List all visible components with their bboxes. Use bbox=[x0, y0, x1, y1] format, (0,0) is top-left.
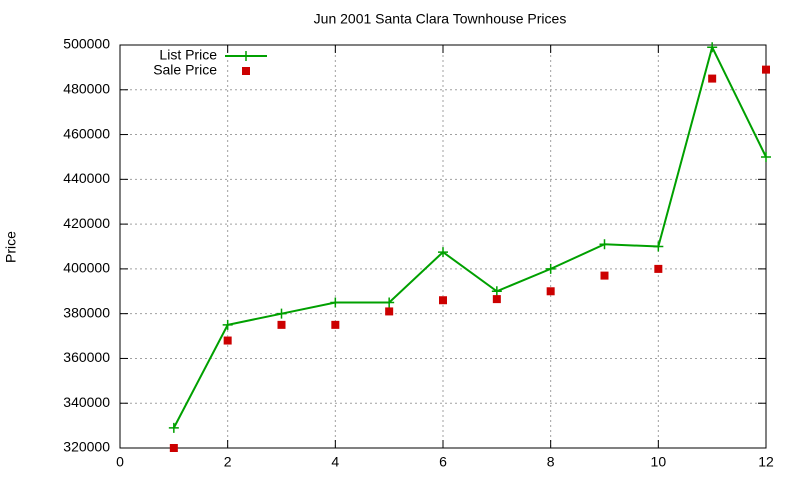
x-tick-label: 10 bbox=[651, 454, 667, 470]
legend-label: List Price bbox=[159, 47, 217, 63]
point-marker bbox=[491, 286, 502, 297]
point-marker bbox=[277, 320, 286, 329]
x-tick-label: 4 bbox=[331, 454, 339, 470]
point-marker bbox=[439, 296, 447, 305]
point-marker bbox=[599, 239, 610, 250]
x-tick-label: 8 bbox=[547, 454, 555, 470]
x-tick-label: 2 bbox=[224, 454, 232, 470]
point-marker bbox=[384, 297, 395, 308]
legend-marker bbox=[241, 51, 251, 61]
legend-label: Sale Price bbox=[153, 62, 217, 78]
point-marker bbox=[222, 319, 233, 330]
point-marker bbox=[707, 42, 718, 53]
point-marker bbox=[330, 297, 341, 308]
point-marker bbox=[761, 151, 771, 162]
y-tick-label: 400000 bbox=[63, 260, 110, 276]
point-marker bbox=[169, 444, 178, 452]
y-axis-label: Price bbox=[3, 231, 19, 263]
point-marker bbox=[492, 295, 501, 304]
point-marker bbox=[708, 74, 717, 83]
point-marker bbox=[331, 320, 340, 329]
y-tick-label: 440000 bbox=[63, 170, 110, 186]
point-marker bbox=[654, 264, 663, 273]
chart-title: Jun 2001 Santa Clara Townhouse Prices bbox=[314, 11, 567, 27]
y-tick-label: 340000 bbox=[63, 394, 110, 410]
x-tick-label: 12 bbox=[758, 454, 774, 470]
y-tick-label: 500000 bbox=[63, 36, 110, 52]
y-tick-label: 460000 bbox=[63, 125, 110, 141]
y-tick-label: 380000 bbox=[63, 304, 110, 320]
point-marker bbox=[600, 271, 609, 280]
point-marker bbox=[438, 247, 448, 258]
plot-border bbox=[119, 44, 767, 449]
x-tick-label: 0 bbox=[116, 454, 124, 470]
point-marker bbox=[762, 65, 770, 74]
y-tick-label: 320000 bbox=[63, 439, 110, 455]
y-tick-label: 420000 bbox=[63, 215, 110, 231]
point-marker bbox=[276, 308, 287, 319]
point-marker bbox=[653, 241, 664, 252]
series-line bbox=[172, 44, 767, 429]
point-marker bbox=[385, 307, 394, 316]
point-marker bbox=[546, 287, 555, 296]
y-tick-label: 480000 bbox=[63, 80, 110, 96]
x-tick-label: 6 bbox=[439, 454, 447, 470]
point-marker bbox=[545, 263, 556, 274]
point-marker bbox=[168, 422, 179, 433]
point-marker bbox=[223, 336, 232, 345]
legend-marker bbox=[242, 67, 250, 75]
y-tick-label: 360000 bbox=[63, 349, 110, 365]
